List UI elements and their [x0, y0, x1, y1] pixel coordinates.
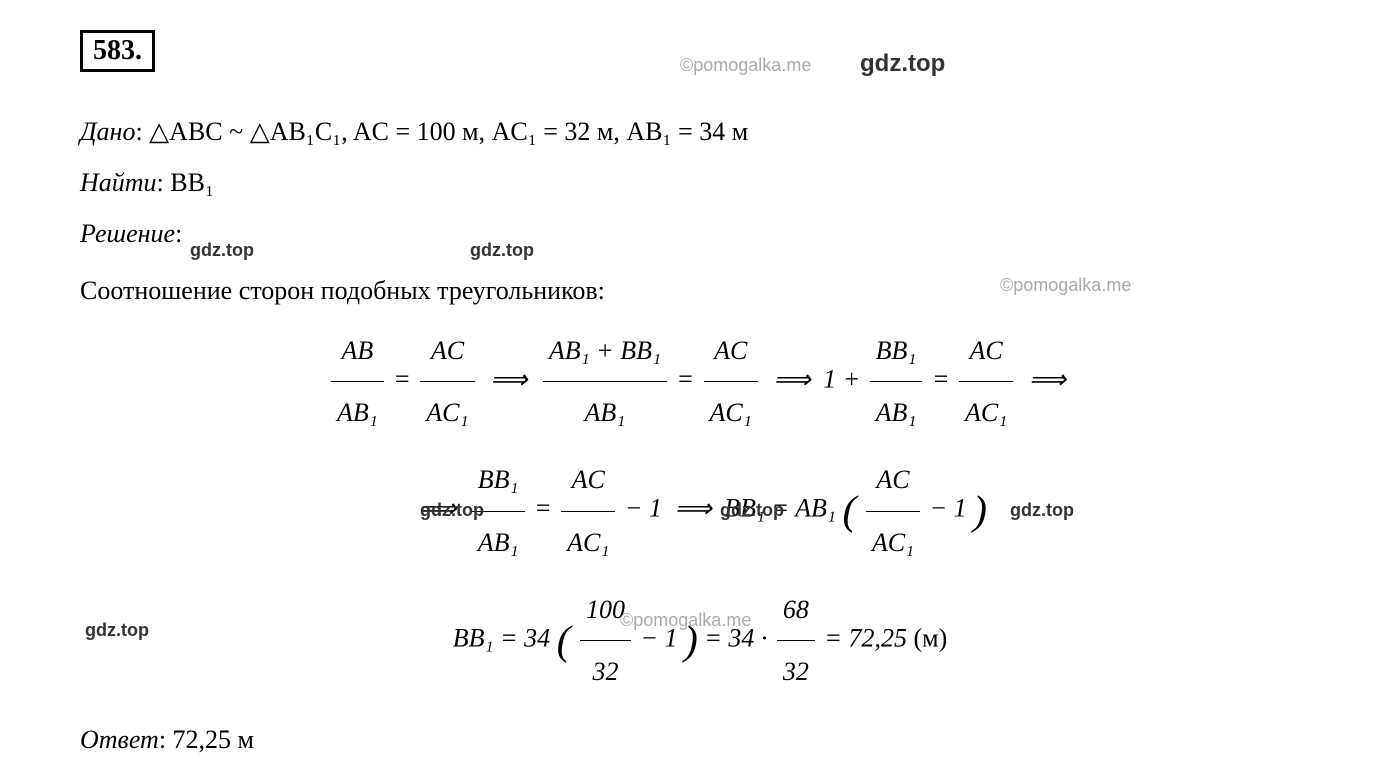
watermark-gdz: gdz.top	[860, 50, 945, 78]
problem-number: 583.	[80, 30, 155, 72]
frac-num: AC	[704, 322, 758, 382]
bb1-text: BB₁	[724, 494, 765, 523]
given-text: : △ABC ~ △AB₁C₁, AC = 100 м, AC₁ = 32 м,…	[135, 117, 748, 146]
solution-colon: :	[175, 219, 182, 248]
frac-den: AC₁	[420, 382, 474, 441]
eq-sign: =	[932, 365, 950, 394]
paren-open: (	[842, 487, 856, 533]
eq-sign: =	[393, 365, 411, 394]
answer-line: Ответ: 72,25 м	[80, 720, 1320, 759]
frac-bb1-ab1: BB₁ AB₁	[870, 322, 923, 441]
implies-arrow: ⟹	[419, 494, 456, 523]
frac-ac-ac1-2: AC AC₁	[704, 322, 758, 441]
frac-ab1bb1-ab1: AB₁ + BB₁ AB₁	[543, 322, 667, 441]
val-34: 34	[728, 623, 754, 652]
paren-close: )	[973, 487, 987, 533]
frac-den: AC₁	[704, 382, 758, 441]
frac-68-32: 68 32	[777, 581, 815, 700]
frac-num: BB₁	[870, 322, 923, 382]
frac-num: AC	[420, 322, 474, 382]
frac-ac-ac1: AC AC₁	[420, 322, 474, 441]
eq-sign: =	[677, 365, 695, 394]
result-val: 72,25	[848, 623, 907, 652]
frac-num: AC	[866, 451, 920, 511]
frac-den: 32	[777, 641, 815, 700]
watermark-pomogalka: ©pomogalka.me	[680, 55, 811, 76]
implies-arrow: ⟹	[1029, 365, 1066, 394]
minus-one: − 1	[930, 494, 967, 523]
frac-num: 100	[580, 581, 631, 641]
math-line-2: ⟹ BB₁ AB₁ = AC AC₁ − 1 ⟹ BB₁ = AB₁ ( AC …	[80, 451, 1320, 570]
minus-one: − 1	[625, 494, 662, 523]
math-line-3: BB₁ = 34 ( 100 32 − 1 ) = 34 · 68 32 = 7…	[80, 581, 1320, 700]
given-line: Дано: △ABC ~ △AB₁C₁, AC = 100 м, AC₁ = 3…	[80, 112, 1320, 151]
eq-sign: =	[824, 623, 842, 652]
frac-den: AB₁	[472, 512, 525, 571]
frac-den: AC₁	[866, 512, 920, 571]
ab1-text: AB₁	[795, 494, 836, 523]
one-plus: 1 +	[823, 365, 860, 394]
eq-sign: =	[534, 494, 552, 523]
frac-num: AB	[331, 322, 384, 382]
math-line-1: AB AB₁ = AC AC₁ ⟹ AB₁ + BB₁ AB₁ = AC AC₁…	[80, 322, 1320, 441]
dot-sign: ·	[761, 623, 768, 652]
frac-den: 32	[580, 641, 631, 700]
solution-label-line: Решение:	[80, 214, 1320, 253]
frac-den: AB₁	[543, 382, 667, 441]
frac-den: AC₁	[959, 382, 1013, 441]
find-label: Найти	[80, 168, 157, 197]
paren-close: )	[684, 617, 698, 663]
frac-100-32: 100 32	[580, 581, 631, 700]
frac-den: AB₁	[870, 382, 923, 441]
implies-arrow: ⟹	[490, 365, 527, 394]
given-label: Дано	[80, 117, 135, 146]
explanation-line: Соотношение сторон подобных треугольнико…	[80, 271, 1320, 310]
implies-arrow: ⟹	[773, 365, 810, 394]
find-text: : BB₁	[157, 168, 214, 197]
frac-ac-ac1-4: AC AC₁	[561, 451, 615, 570]
paren-open: (	[557, 617, 571, 663]
frac-num: AB₁ + BB₁	[543, 322, 667, 382]
eq-sign: =	[500, 623, 518, 652]
frac-num: AC	[959, 322, 1013, 382]
frac-num: AC	[561, 451, 615, 511]
find-line: Найти: BB₁	[80, 163, 1320, 202]
answer-label: Ответ	[80, 725, 159, 754]
eq-sign: =	[704, 623, 722, 652]
frac-ac-ac1-3: AC AC₁	[959, 322, 1013, 441]
eq-sign: =	[772, 494, 790, 523]
answer-value: : 72,25 м	[159, 725, 254, 754]
solution-label: Решение	[80, 219, 175, 248]
frac-ac-ac1-5: AC AC₁	[866, 451, 920, 570]
frac-ab-ab1: AB AB₁	[331, 322, 384, 441]
frac-num: 68	[777, 581, 815, 641]
minus-one: − 1	[640, 623, 677, 652]
bb1-text: BB₁	[453, 623, 494, 652]
frac-bb1-ab1-2: BB₁ AB₁	[472, 451, 525, 570]
val-34: 34	[524, 623, 550, 652]
implies-arrow: ⟹	[674, 494, 711, 523]
frac-num: BB₁	[472, 451, 525, 511]
frac-den: AB₁	[331, 382, 384, 441]
unit-text: (м)	[913, 623, 947, 652]
frac-den: AC₁	[561, 512, 615, 571]
